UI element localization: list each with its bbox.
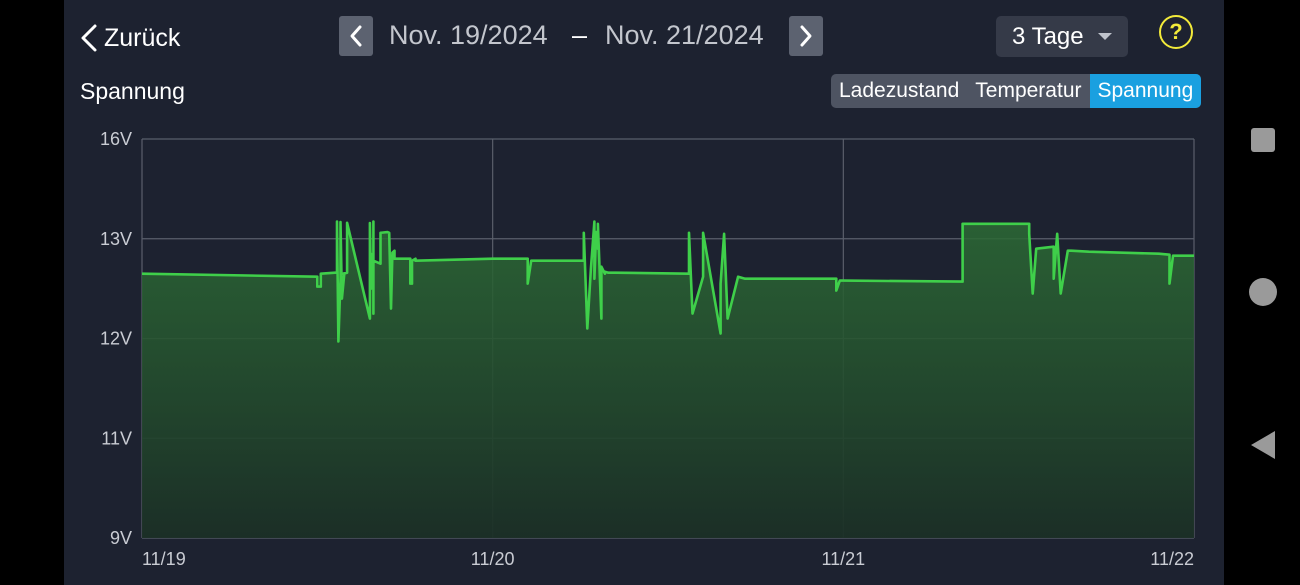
y-tick-label: 13V	[100, 229, 132, 249]
x-tick-label: 11/22	[1150, 549, 1194, 569]
help-icon[interactable]: ?	[1159, 15, 1193, 49]
voltage-area-fill	[142, 221, 1194, 538]
date-range-start: Nov. 19/2024	[389, 20, 548, 50]
x-tick-label: 11/20	[471, 549, 515, 569]
back-label: Zurück	[104, 23, 181, 52]
chevron-right-icon	[800, 25, 812, 47]
recent-apps-icon[interactable]	[1251, 128, 1275, 152]
tab-ladezustand[interactable]: Ladezustand	[839, 79, 960, 102]
y-tick-label: 12V	[100, 329, 132, 349]
x-tick-label: 11/21	[821, 549, 865, 569]
y-tick-label: 11V	[101, 428, 132, 448]
voltage-chart: 16V 13V 12V 11V 9V 11/19 11/20 11/21 11/22	[100, 129, 1195, 569]
date-range-end: Nov. 21/2024	[605, 20, 764, 50]
time-range-label: 3 Tage	[1012, 22, 1084, 50]
y-tick-label: 16V	[100, 129, 132, 149]
time-range-dropdown[interactable]: 3 Tage	[996, 16, 1128, 57]
x-tick-label: 11/19	[142, 549, 186, 569]
voltage-series-line	[141, 220, 1194, 343]
caret-down-icon	[1098, 33, 1112, 40]
chevron-left-icon	[350, 25, 362, 47]
help-label: ?	[1169, 19, 1183, 44]
back-button[interactable]: Zurück	[78, 18, 180, 58]
date-range-separator: –	[572, 20, 588, 50]
chart-title: Spannung	[80, 78, 185, 104]
y-tick-label: 9V	[110, 528, 132, 548]
home-icon[interactable]	[1249, 278, 1277, 306]
tab-temperatur[interactable]: Temperatur	[975, 79, 1082, 102]
metric-tabs: Ladezustand Temperatur Spannung	[831, 74, 1202, 108]
chevron-left-icon	[81, 24, 97, 52]
app-screen: 16V 13V 12V 11V 9V 11/19 11/20 11/21 11/22 Zurü…	[64, 0, 1224, 585]
previous-date-button[interactable]	[339, 16, 373, 56]
tab-spannung[interactable]: Spannung	[1089, 74, 1202, 108]
next-date-button[interactable]	[789, 16, 823, 56]
system-back-icon[interactable]	[1251, 431, 1275, 459]
